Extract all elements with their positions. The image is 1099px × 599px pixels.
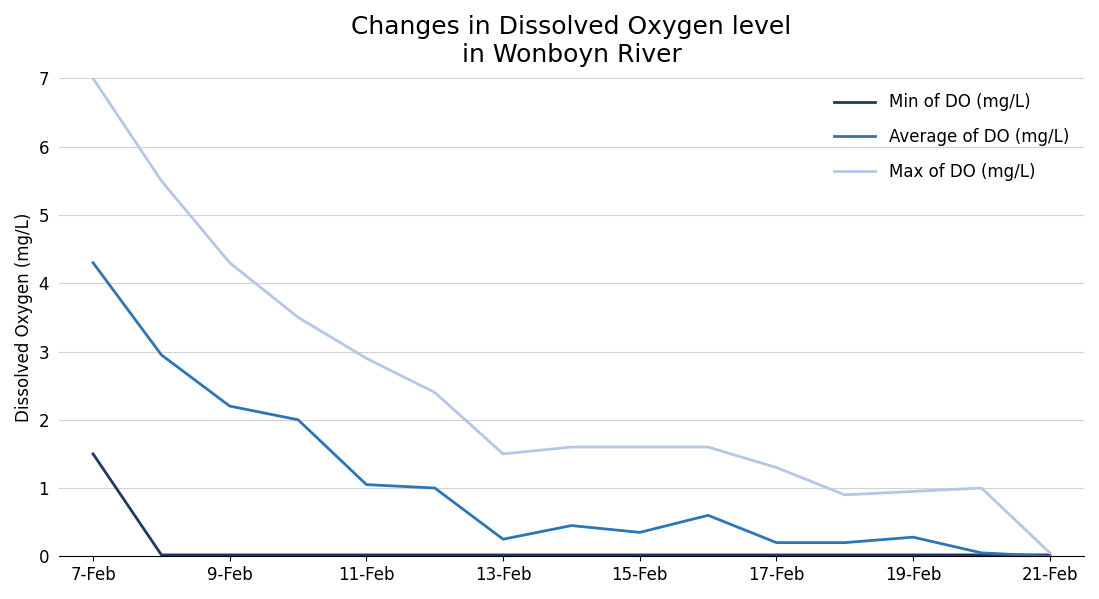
Max of DO (mg/L) <box>497 450 510 458</box>
Average of DO (mg/L) <box>633 529 646 536</box>
Max of DO (mg/L) <box>429 389 442 396</box>
Average of DO (mg/L) <box>155 352 168 359</box>
Average of DO (mg/L) <box>770 539 784 546</box>
Y-axis label: Dissolved Oxygen (mg/L): Dissolved Oxygen (mg/L) <box>15 213 33 422</box>
Max of DO (mg/L) <box>770 464 784 471</box>
Max of DO (mg/L) <box>975 485 988 492</box>
Max of DO (mg/L) <box>155 177 168 184</box>
Min of DO (mg/L) <box>565 551 578 558</box>
Min of DO (mg/L) <box>155 551 168 558</box>
Max of DO (mg/L) <box>291 314 304 321</box>
Min of DO (mg/L) <box>359 551 373 558</box>
Max of DO (mg/L) <box>839 491 852 498</box>
Max of DO (mg/L) <box>907 488 920 495</box>
Line: Min of DO (mg/L): Min of DO (mg/L) <box>93 454 1050 555</box>
Min of DO (mg/L) <box>839 551 852 558</box>
Min of DO (mg/L) <box>87 450 100 458</box>
Average of DO (mg/L) <box>975 549 988 556</box>
Max of DO (mg/L) <box>223 259 236 267</box>
Average of DO (mg/L) <box>701 512 714 519</box>
Average of DO (mg/L) <box>839 539 852 546</box>
Min of DO (mg/L) <box>770 551 784 558</box>
Max of DO (mg/L) <box>1043 549 1056 556</box>
Min of DO (mg/L) <box>907 551 920 558</box>
Min of DO (mg/L) <box>291 551 304 558</box>
Average of DO (mg/L) <box>497 536 510 543</box>
Min of DO (mg/L) <box>633 551 646 558</box>
Max of DO (mg/L) <box>701 443 714 450</box>
Min of DO (mg/L) <box>975 551 988 558</box>
Line: Average of DO (mg/L): Average of DO (mg/L) <box>93 263 1050 556</box>
Legend: Min of DO (mg/L), Average of DO (mg/L), Max of DO (mg/L): Min of DO (mg/L), Average of DO (mg/L), … <box>826 87 1076 187</box>
Min of DO (mg/L) <box>1043 551 1056 558</box>
Average of DO (mg/L) <box>429 485 442 492</box>
Average of DO (mg/L) <box>291 416 304 423</box>
Average of DO (mg/L) <box>907 534 920 541</box>
Min of DO (mg/L) <box>223 551 236 558</box>
Max of DO (mg/L) <box>565 443 578 450</box>
Title: Changes in Dissolved Oxygen level
in Wonboyn River: Changes in Dissolved Oxygen level in Won… <box>352 15 791 67</box>
Max of DO (mg/L) <box>87 75 100 82</box>
Max of DO (mg/L) <box>359 355 373 362</box>
Min of DO (mg/L) <box>701 551 714 558</box>
Min of DO (mg/L) <box>429 551 442 558</box>
Average of DO (mg/L) <box>87 259 100 267</box>
Line: Max of DO (mg/L): Max of DO (mg/L) <box>93 78 1050 553</box>
Min of DO (mg/L) <box>497 551 510 558</box>
Average of DO (mg/L) <box>359 481 373 488</box>
Average of DO (mg/L) <box>1043 553 1056 560</box>
Average of DO (mg/L) <box>223 403 236 410</box>
Average of DO (mg/L) <box>565 522 578 529</box>
Max of DO (mg/L) <box>633 443 646 450</box>
